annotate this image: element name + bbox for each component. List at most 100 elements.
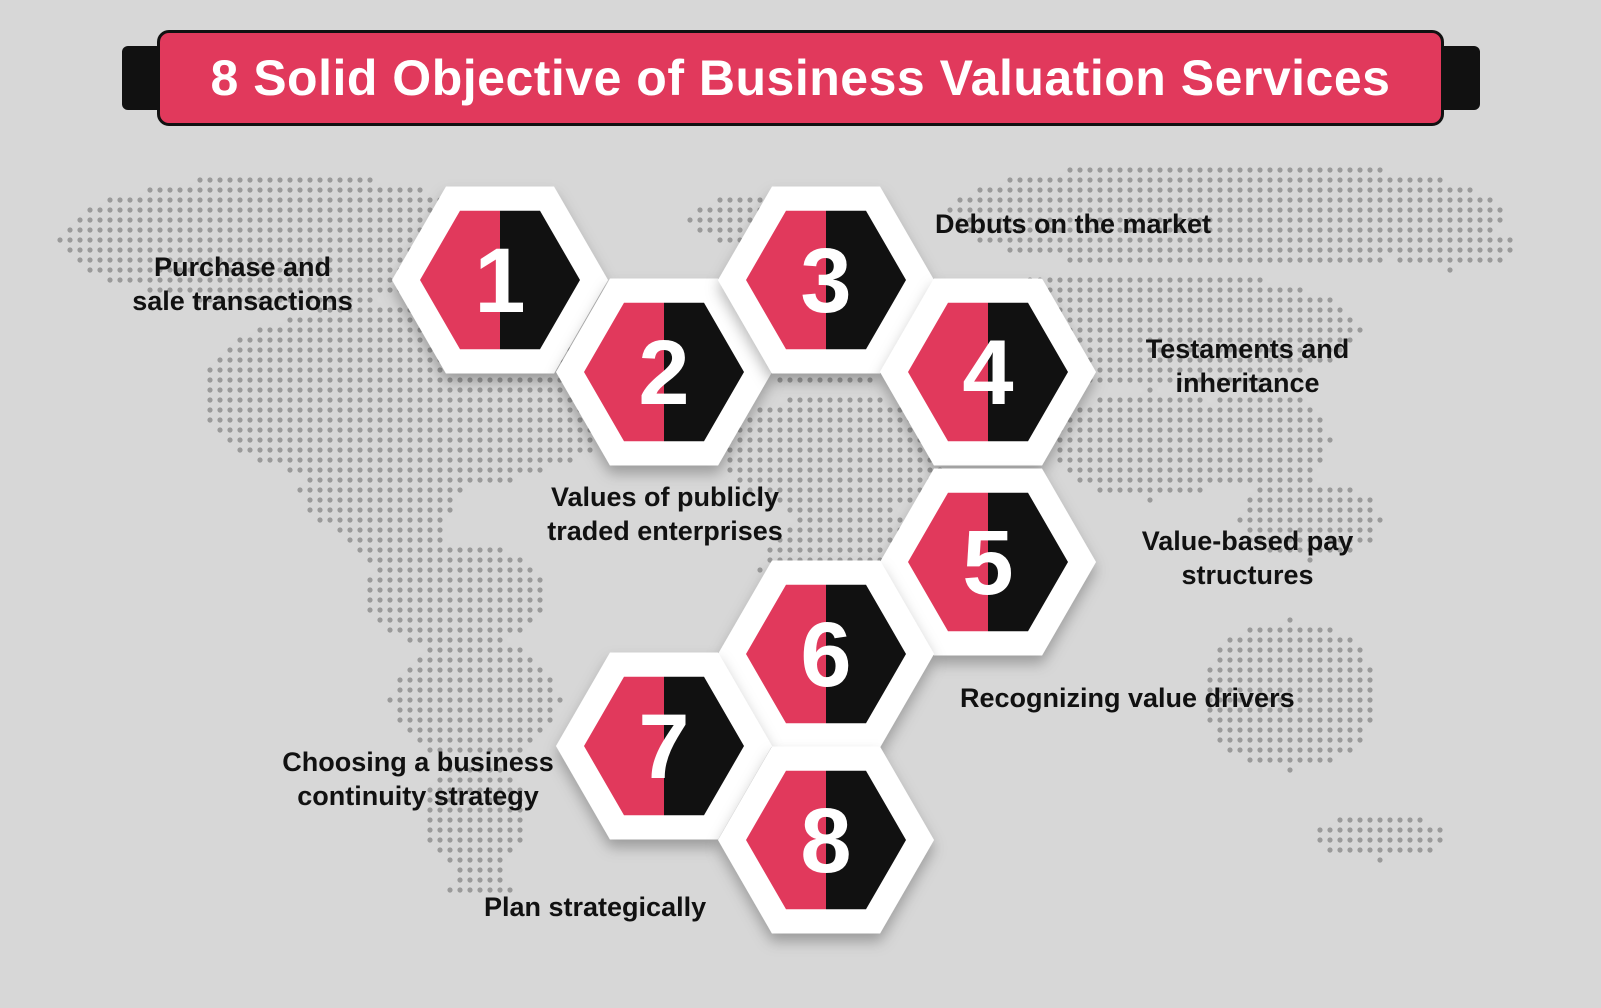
map-dot [1367,207,1373,213]
map-dot [1267,397,1273,403]
map-dot [207,407,213,413]
map-dot [357,257,363,263]
map-dot [1117,337,1123,343]
map-dot [347,287,353,293]
map-dot [1317,307,1323,313]
map-dot [367,417,373,423]
map-dot [1187,417,1193,423]
map-dot [907,437,913,443]
map-dot [1107,477,1113,483]
map-dot [517,447,523,453]
map-dot [1117,467,1123,473]
map-dot [787,457,793,463]
map-dot [457,587,463,593]
map-dot [1267,717,1273,723]
map-dot [1087,187,1093,193]
map-dot [187,287,193,293]
map-dot [487,627,493,633]
map-dot [397,367,403,373]
map-dot [277,187,283,193]
map-dot [137,217,143,223]
map-dot [417,387,423,393]
map-dot [1237,247,1243,253]
map-dot [517,647,523,653]
map-dot [437,457,443,463]
map-dot [737,227,743,233]
map-dot [1217,197,1223,203]
map-dot [307,337,313,343]
map-dot [1217,277,1223,283]
map-dot [1227,217,1233,223]
map-dot [1177,357,1183,363]
map-dot [827,427,833,433]
map-dot [277,297,283,303]
map-dot [227,277,233,283]
map-dot [1357,697,1363,703]
map-dot [1197,217,1203,223]
map-dot [1347,207,1353,213]
map-dot [337,447,343,453]
map-dot [827,487,833,493]
map-dot [1307,717,1313,723]
map-dot [117,207,123,213]
map-dot [877,457,883,463]
map-dot [1467,257,1473,263]
map-dot [417,587,423,593]
map-dot [1107,457,1113,463]
map-dot [1017,177,1023,183]
map-dot [407,497,413,503]
map-dot [1227,447,1233,453]
map-dot [1127,197,1133,203]
map-dot [517,407,523,413]
map-dot [1097,367,1103,373]
map-dot [417,207,423,213]
map-dot [127,247,133,253]
map-dot [217,357,223,363]
map-dot [1107,377,1113,383]
map-dot [247,387,253,393]
map-dot [1327,687,1333,693]
map-dot [1087,467,1093,473]
map-dot [1217,417,1223,423]
map-dot [1237,167,1243,173]
map-dot [1197,257,1203,263]
map-dot [457,657,463,663]
map-dot [1287,437,1293,443]
map-dot [1177,407,1183,413]
map-dot [1007,247,1013,253]
map-dot [437,447,443,453]
map-dot [847,417,853,423]
label-3-line-1: Debuts on the market [935,209,1212,239]
map-dot [417,477,423,483]
map-dot [1077,337,1083,343]
map-dot [237,297,243,303]
map-dot [1447,207,1453,213]
map-dot [507,377,513,383]
map-dot [297,197,303,203]
map-dot [217,377,223,383]
map-dot [397,387,403,393]
map-dot [337,387,343,393]
map-dot [1137,177,1143,183]
map-dot [1107,467,1113,473]
map-dot [447,377,453,383]
map-dot [1107,357,1113,363]
map-dot [77,217,83,223]
map-dot [1297,647,1303,653]
map-dot [427,687,433,693]
map-dot [967,227,973,233]
map-dot [727,447,733,453]
map-dot [797,497,803,503]
map-dot-field [57,167,1513,893]
map-dot [987,187,993,193]
map-dot [1137,197,1143,203]
map-dot [437,687,443,693]
map-dot [1247,247,1253,253]
map-dot [1307,447,1313,453]
map-dot [1117,407,1123,413]
map-dot [287,267,293,273]
map-dot [387,337,393,343]
map-dot [1207,447,1213,453]
map-dot [467,617,473,623]
map-dot [1217,257,1223,263]
